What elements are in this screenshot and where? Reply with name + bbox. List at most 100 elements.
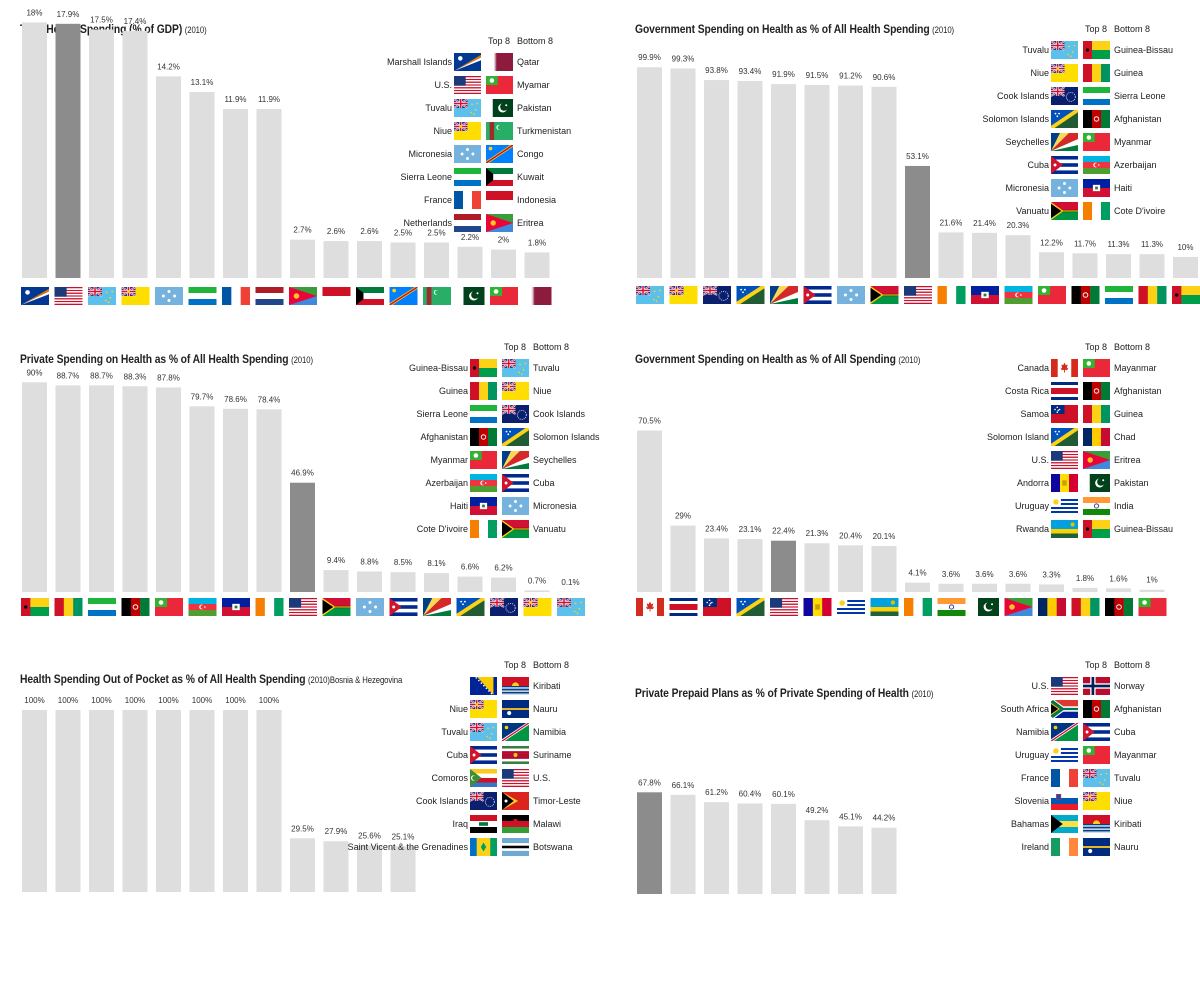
- legend-bottom-country: Kuwait: [517, 172, 544, 182]
- bar-value-label: 3.6%: [1009, 570, 1027, 579]
- bar-value-label: 3.3%: [1042, 570, 1060, 579]
- legend-flags: [937, 768, 1197, 790]
- haiti-flag-icon: [470, 497, 497, 515]
- niue-flag-icon: [670, 286, 698, 304]
- bar: [1106, 588, 1131, 592]
- legend-bottom-country: Vanuatu: [533, 524, 566, 534]
- bar: [1039, 252, 1064, 278]
- bar: [1106, 254, 1131, 278]
- legend-bottom-country: Botswana: [533, 842, 573, 852]
- india-flag-icon: [938, 598, 966, 616]
- tuvalu-flag-icon: [470, 723, 497, 741]
- bar-value-label: 11.3%: [1141, 240, 1163, 249]
- pakistan-flag-icon: [1083, 474, 1110, 492]
- kiribati-flag-icon: [1083, 815, 1110, 833]
- india-flag-icon: [1083, 497, 1110, 515]
- legend-flags: [356, 837, 616, 859]
- micronesia-flag-icon: [837, 286, 865, 304]
- bar-value-label: 100%: [259, 696, 279, 705]
- us-flag-icon: [289, 598, 317, 616]
- legend-bottom-country: Niue: [1114, 796, 1133, 806]
- sierra-flag-icon: [1105, 286, 1133, 304]
- bar: [56, 24, 81, 278]
- legend-bottom-country: Micronesia: [533, 501, 577, 511]
- tuvalu-flag-icon: [636, 286, 664, 304]
- legend-bottom-country: India: [1114, 501, 1134, 511]
- eritrea-flag-icon: [289, 287, 317, 305]
- bar: [905, 583, 930, 592]
- legend-bottom-country: Malawi: [533, 819, 561, 829]
- bar: [190, 92, 215, 278]
- us-flag-icon: [454, 76, 481, 94]
- bar-value-label: 45.1%: [839, 812, 862, 821]
- legend-bottom-country: Nauru: [533, 704, 558, 714]
- azerbaijan-flag-icon: [470, 474, 497, 492]
- micronesia-flag-icon: [356, 598, 384, 616]
- legend-bottom-country: Tuvalu: [533, 363, 560, 373]
- tuvalu-flag-icon: [1051, 41, 1078, 59]
- bar-value-label: 11.3%: [1107, 240, 1129, 249]
- legend-top-header: Top 8: [1085, 342, 1107, 352]
- rwanda-flag-icon: [1051, 520, 1078, 538]
- legend-flags: [937, 837, 1197, 859]
- seychelles-flag-icon: [770, 286, 798, 304]
- legend-flags: [356, 358, 616, 380]
- legend-bottom-country: U.S.: [533, 773, 551, 783]
- ivory-flag-icon: [256, 598, 284, 616]
- panel-out-of-pocket: Health Spending Out of Pocket as % of Al…: [20, 672, 600, 972]
- legend-bottom-country: Eritrea: [1114, 455, 1141, 465]
- myanmar-flag-icon: [470, 451, 497, 469]
- vanuatu-flag-icon: [502, 520, 529, 538]
- bar: [391, 572, 416, 592]
- panel-government-all-spending: Government Spending on Health as % of Al…: [635, 352, 1200, 652]
- bar: [357, 571, 382, 592]
- bar: [324, 570, 349, 592]
- bar-value-label: 23.4%: [705, 524, 728, 533]
- bar: [838, 86, 863, 278]
- bar: [872, 828, 897, 894]
- bar: [872, 87, 897, 278]
- bar: [458, 247, 483, 278]
- myanmar-flag-icon: [490, 287, 518, 305]
- legend-flags: [937, 791, 1197, 813]
- bar-value-label: 100%: [58, 696, 78, 705]
- guinea-flag-icon: [1139, 286, 1167, 304]
- bar-value-label: 78.6%: [224, 395, 247, 404]
- france-flag-icon: [1051, 769, 1078, 787]
- canada-flag-icon: [636, 598, 664, 616]
- legend-flags: [340, 144, 600, 166]
- bar: [671, 795, 696, 894]
- sierra-flag-icon: [454, 168, 481, 186]
- qatar-flag-icon: [524, 287, 552, 305]
- legend-top-header: Top 8: [1085, 660, 1107, 670]
- cook-flag-icon: [502, 405, 529, 423]
- pakistan-flag-icon: [971, 598, 999, 616]
- sierra-flag-icon: [88, 598, 116, 616]
- legend-bottom-country: Mayanmar: [1114, 750, 1157, 760]
- legend-bottom-country: Tuvalu: [1114, 773, 1141, 783]
- turkmenistan-flag-icon: [486, 122, 513, 140]
- bar-value-label: 8.1%: [427, 559, 445, 568]
- bar: [89, 30, 114, 279]
- bar: [738, 539, 763, 592]
- bar-value-label: 100%: [91, 696, 111, 705]
- bar: [491, 578, 516, 592]
- guinea-flag-icon: [55, 598, 83, 616]
- us-flag-icon: [904, 286, 932, 304]
- nauru-flag-icon: [1083, 838, 1110, 856]
- legend-flags: [937, 676, 1197, 698]
- legend-flags: [356, 519, 616, 541]
- bar-value-label: 8.8%: [360, 557, 378, 566]
- legend-bottom-country: Sierra Leone: [1114, 91, 1166, 101]
